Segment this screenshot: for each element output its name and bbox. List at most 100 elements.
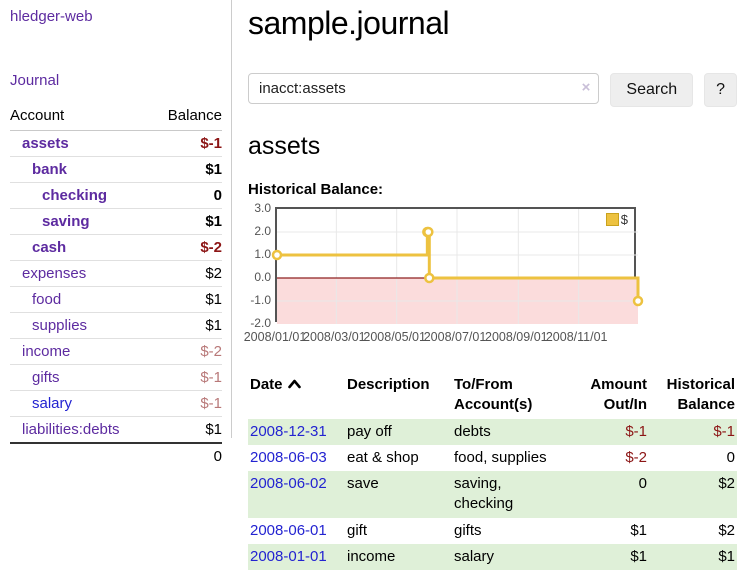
transaction-date-link[interactable]: 2008-12-31 (250, 422, 327, 440)
transaction-description: eat & shop (347, 448, 419, 466)
account-balance: $1 (151, 416, 222, 444)
accounts-header-balance: Balance (151, 105, 222, 131)
transaction-amount: $1 (630, 547, 647, 565)
account-row-salary: salary $-1 (10, 390, 222, 417)
y-axis-tick-label: -1.0 (250, 293, 271, 307)
account-balance: $-2 (151, 338, 222, 365)
data-point-marker[interactable] (424, 272, 435, 284)
account-link-food[interactable]: food (32, 291, 62, 308)
y-axis-tick-label: -2.0 (250, 316, 271, 330)
search-button[interactable]: Search (610, 73, 694, 107)
account-row-supplies: supplies $1 (10, 312, 222, 339)
transaction-amount: $1 (630, 521, 647, 539)
account-link-salary[interactable]: salary (32, 395, 73, 412)
register-row: 2008-06-03 eat & shop food, supplies $-2… (248, 445, 737, 471)
account-balance: $1 (151, 156, 222, 183)
register-header-description: Description (347, 376, 430, 393)
legend-label: $ (620, 212, 628, 227)
account-link-supplies[interactable]: supplies (32, 317, 88, 334)
account-link-liabilities-debts[interactable]: liabilities:debts (22, 421, 120, 438)
search-input[interactable] (248, 73, 600, 104)
x-axis-tick-label: 2008/07/01 (423, 330, 487, 344)
search-form: × Search ? (248, 73, 737, 107)
x-axis-tick-label: 2008/01/01 (243, 330, 307, 344)
account-link-income[interactable]: income (22, 343, 71, 360)
y-axis-tick-label: 1.0 (254, 247, 271, 261)
x-axis-tick-label: 2008/05/01 (363, 330, 426, 344)
account-balance: $2 (151, 260, 222, 287)
data-point-marker[interactable] (632, 295, 644, 307)
transaction-date-link[interactable]: 2008-06-02 (250, 475, 327, 492)
account-row-expenses: expenses $2 (10, 260, 222, 287)
transaction-description: income (347, 547, 396, 565)
register-row: 2008-01-01 income salary $1 $1 (248, 543, 737, 570)
main-content: sample.journal × Search ? assets Histori… (244, 0, 737, 570)
transaction-amount: 0 (638, 475, 647, 492)
account-link-gifts[interactable]: gifts (32, 369, 60, 386)
account-link-checking[interactable]: checking (42, 187, 108, 204)
nav-journal-link[interactable]: Journal (10, 72, 60, 89)
accounts-header-account: Account (10, 105, 152, 131)
transaction-accounts: food, supplies (454, 448, 547, 466)
historical-balance-chart[interactable]: $3.0 2.0 1.0 0.0 -1.0 -2.0 2008/01/01 2008/03/0… (244, 201, 644, 347)
account-balance: $-1 (151, 364, 222, 391)
sort-ascending-icon (287, 379, 301, 389)
account-link-saving[interactable]: saving (42, 213, 90, 230)
x-axis-tick-label: 2008/09/01 (485, 330, 548, 344)
account-link-assets[interactable]: assets (22, 135, 69, 152)
legend-swatch-icon (605, 213, 619, 226)
account-balance: $1 (151, 208, 222, 235)
data-point-marker[interactable] (423, 226, 434, 238)
account-balance: $1 (151, 312, 222, 339)
help-button[interactable]: ? (704, 73, 737, 107)
chart-title: Historical Balance: (248, 181, 384, 198)
y-axis-tick-label: 3.0 (254, 201, 271, 215)
data-point-marker[interactable] (271, 249, 283, 261)
register-header-row: Date Description To/From Account(s) Amou… (248, 372, 737, 419)
register-row: 2008-12-31 pay off debts $-1 $-1 (248, 418, 737, 445)
register-header-amount: Amount Out/In (590, 376, 647, 414)
account-row-bank: bank $1 (10, 156, 222, 183)
register-row: 2008-06-01 gift gifts $1 $2 (248, 518, 737, 544)
account-link-bank[interactable]: bank (32, 161, 68, 178)
app-brand-link[interactable]: hledger-web (10, 8, 93, 25)
clear-search-icon[interactable]: × (581, 79, 591, 96)
account-balance: $-1 (151, 390, 222, 417)
transaction-accounts: gifts (454, 521, 482, 539)
transaction-accounts: saving, checking (454, 475, 514, 513)
account-row-income: income $-2 (10, 338, 222, 365)
account-row-saving: saving $1 (10, 208, 222, 235)
transaction-date-link[interactable]: 2008-06-03 (250, 448, 327, 466)
register-header-date[interactable]: Date (248, 372, 345, 419)
transaction-amount: $-1 (625, 422, 647, 440)
transaction-date-link[interactable]: 2008-06-01 (250, 521, 327, 539)
register-header-date-label: Date (250, 376, 283, 393)
account-row-gifts: gifts $-1 (10, 364, 222, 391)
transaction-balance: $1 (718, 547, 735, 565)
accounts-total-row: 0 (10, 442, 222, 469)
transaction-balance: 0 (726, 448, 735, 466)
chart-legend: $ (604, 212, 629, 227)
chart-plot-area[interactable]: $ (271, 207, 644, 324)
transaction-amount: $-2 (625, 448, 647, 466)
register-table: Date Description To/From Account(s) Amou… (248, 372, 737, 570)
sidebar: hledger-web Journal Account Balance asse… (0, 0, 232, 469)
account-row-liabilities-debts: liabilities:debts $1 (10, 416, 222, 444)
y-axis-tick-label: 2.0 (254, 224, 271, 238)
transaction-accounts: debts (454, 422, 491, 440)
register-header-accounts: To/From Account(s) (454, 376, 533, 414)
accounts-total-value: 0 (151, 442, 222, 469)
account-balance: $-1 (151, 130, 222, 157)
x-axis-tick-label: 2008/11/01 (545, 330, 608, 344)
transaction-date-link[interactable]: 2008-01-01 (250, 547, 327, 565)
account-link-expenses[interactable]: expenses (22, 265, 87, 282)
account-heading: assets (248, 132, 321, 160)
transaction-accounts: salary (454, 547, 495, 565)
account-row-assets: assets $-1 (10, 130, 222, 157)
account-row-food: food $1 (10, 286, 222, 313)
account-link-cash[interactable]: cash (32, 239, 67, 256)
transaction-balance: $2 (718, 475, 735, 492)
account-balance: $1 (151, 286, 222, 313)
page-title: sample.journal (248, 5, 450, 41)
